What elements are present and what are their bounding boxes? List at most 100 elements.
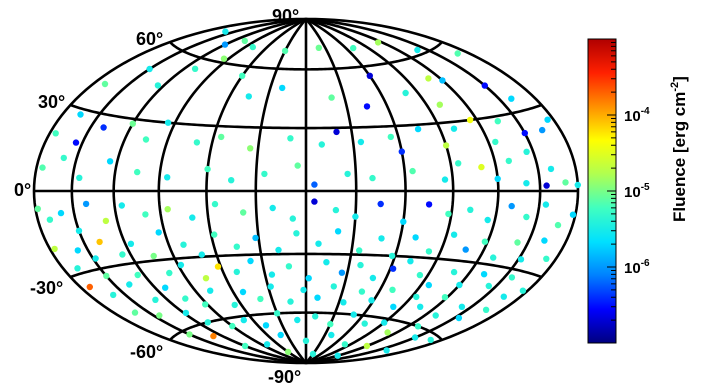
burst-point bbox=[155, 229, 162, 236]
burst-point bbox=[106, 158, 114, 165]
burst-point bbox=[198, 251, 205, 258]
burst-point bbox=[400, 218, 407, 225]
burst-point bbox=[86, 283, 94, 291]
burst-point bbox=[427, 336, 434, 344]
burst-point bbox=[229, 322, 236, 330]
burst-point bbox=[494, 175, 501, 182]
burst-point bbox=[383, 347, 390, 354]
burst-point bbox=[455, 160, 462, 167]
burst-point bbox=[233, 268, 240, 276]
burst-point bbox=[500, 293, 507, 300]
burst-point bbox=[102, 217, 110, 225]
colorbar-tick-label: 10-5 bbox=[624, 182, 650, 201]
burst-point bbox=[315, 44, 322, 51]
burst-point bbox=[72, 139, 80, 146]
burst-point bbox=[341, 341, 349, 348]
burst-point bbox=[358, 288, 366, 295]
burst-point bbox=[314, 294, 321, 301]
burst-point bbox=[249, 43, 256, 51]
burst-point bbox=[454, 50, 461, 57]
burst-point bbox=[357, 261, 364, 269]
burst-point bbox=[356, 247, 363, 254]
burst-point bbox=[350, 311, 357, 318]
burst-point bbox=[218, 133, 225, 141]
burst-point bbox=[450, 125, 458, 132]
burst-point bbox=[51, 245, 58, 253]
burst-point bbox=[202, 275, 210, 282]
lat-label: 0° bbox=[14, 180, 31, 200]
burst-point bbox=[414, 125, 422, 133]
burst-point bbox=[233, 243, 240, 250]
burst-point bbox=[398, 148, 405, 155]
burst-point bbox=[569, 211, 577, 218]
burst-point bbox=[574, 181, 581, 189]
burst-point bbox=[432, 312, 439, 319]
burst-point bbox=[562, 179, 569, 186]
burst-point bbox=[462, 246, 469, 253]
burst-point bbox=[508, 95, 515, 102]
latitude-labels: 90° 60° 30° 0° -30° -60° -90° bbox=[14, 6, 301, 387]
burst-point bbox=[409, 167, 416, 175]
burst-point bbox=[129, 120, 136, 127]
burst-point bbox=[279, 84, 286, 92]
burst-point bbox=[110, 291, 117, 299]
burst-point bbox=[287, 135, 294, 142]
burst-point bbox=[466, 116, 474, 124]
burst-point bbox=[289, 215, 296, 222]
burst-point bbox=[281, 47, 289, 55]
burst-point bbox=[508, 202, 515, 210]
burst-point bbox=[177, 261, 185, 269]
burst-point bbox=[74, 247, 82, 254]
burst-point bbox=[441, 176, 449, 183]
burst-point bbox=[142, 211, 149, 218]
burst-point bbox=[318, 141, 325, 148]
burst-point bbox=[267, 283, 274, 290]
parallel-line bbox=[169, 311, 443, 341]
burst-point bbox=[478, 163, 485, 171]
burst-point bbox=[101, 80, 109, 88]
burst-point bbox=[293, 230, 300, 237]
burst-point bbox=[180, 241, 187, 248]
burst-point bbox=[458, 303, 466, 310]
burst-point bbox=[456, 281, 463, 289]
burst-point bbox=[330, 283, 337, 290]
burst-point bbox=[252, 234, 259, 242]
burst-point bbox=[327, 320, 334, 328]
burst-point bbox=[390, 303, 397, 310]
burst-point bbox=[542, 201, 550, 208]
sky-grid bbox=[32, 17, 580, 365]
burst-point bbox=[541, 237, 548, 244]
burst-point bbox=[92, 255, 99, 262]
lat-label: 90° bbox=[272, 6, 299, 26]
burst-point bbox=[214, 263, 222, 270]
burst-point bbox=[96, 238, 103, 246]
burst-point bbox=[328, 94, 335, 101]
colorbar-tick-label: 10-4 bbox=[624, 106, 650, 125]
parallel-line bbox=[70, 252, 542, 279]
burst-point bbox=[514, 239, 521, 246]
burst-point bbox=[357, 138, 365, 146]
burst-point bbox=[302, 337, 310, 344]
burst-point bbox=[34, 205, 41, 212]
burst-point bbox=[268, 271, 276, 278]
burst-point bbox=[269, 204, 276, 212]
burst-point bbox=[142, 136, 150, 143]
burst-point bbox=[164, 174, 171, 181]
burst-point bbox=[284, 348, 292, 356]
burst-point bbox=[523, 180, 530, 187]
burst-point bbox=[374, 39, 382, 46]
burst-point bbox=[481, 238, 489, 245]
burst-point bbox=[247, 145, 254, 152]
burst-point bbox=[76, 174, 83, 181]
burst-point bbox=[332, 206, 340, 214]
burst-point bbox=[75, 227, 83, 234]
burst-point bbox=[368, 297, 375, 304]
burst-point bbox=[211, 231, 218, 238]
burst-point bbox=[204, 319, 211, 326]
burst-points bbox=[34, 28, 581, 359]
burst-point bbox=[82, 200, 90, 208]
burst-point bbox=[442, 142, 450, 149]
burst-point bbox=[543, 182, 550, 189]
fluence-colorbar: 10-4 10-5 10-6 Fluence [erg cm-2] bbox=[587, 38, 689, 344]
burst-point bbox=[257, 295, 264, 303]
